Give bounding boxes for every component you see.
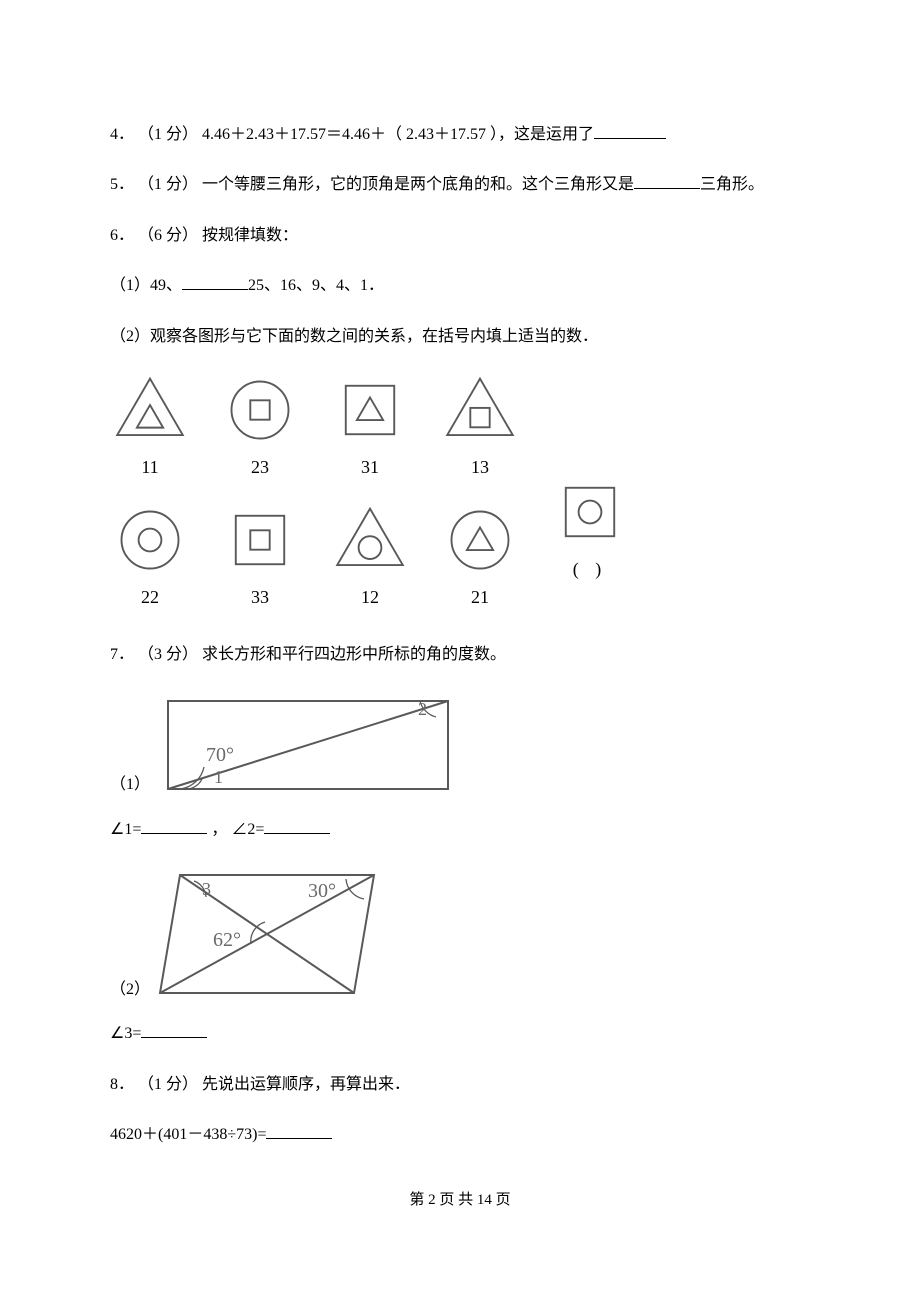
q7-fig1: （1） 70° 1 2 bbox=[110, 691, 810, 801]
q4-blank[interactable] bbox=[594, 122, 666, 139]
q7-title: 求长方形和平行四边形中所标的角的度数。 bbox=[202, 646, 506, 663]
q4-expr: 4.46＋2.43＋17.57＝4.46＋（ 2.43＋17.57 ），这是运用… bbox=[202, 126, 594, 143]
q6-fig-row-2: 22 33 12 21 ( ) bbox=[110, 502, 810, 614]
q6-label: 6． bbox=[110, 227, 134, 244]
q6-title: 按规律填数： bbox=[202, 227, 298, 244]
pattern-figure: 21 bbox=[440, 502, 520, 614]
svg-text:3: 3 bbox=[202, 879, 211, 899]
q8-blank[interactable] bbox=[266, 1122, 332, 1139]
q7-ans1-blank-b[interactable] bbox=[264, 817, 330, 834]
q7-ans1-sep: ， bbox=[211, 821, 227, 838]
pattern-figure: 11 bbox=[110, 372, 190, 484]
q6-points: （6 分） bbox=[138, 227, 198, 244]
svg-text:70°: 70° bbox=[206, 744, 234, 766]
svg-text:62°: 62° bbox=[213, 929, 241, 951]
pattern-figure: 13 bbox=[440, 372, 520, 484]
pattern-number: 21 bbox=[471, 580, 489, 614]
q8-expr-line: 4620＋(401－438÷73)= bbox=[110, 1120, 810, 1150]
q7-ans2-blank[interactable] bbox=[141, 1021, 207, 1038]
parallelogram-diagram: 3 30° 62° bbox=[158, 865, 398, 1005]
q7-label: 7． bbox=[110, 646, 134, 663]
pattern-figure: 33 bbox=[220, 502, 300, 614]
question-6: 6． （6 分） 按规律填数： bbox=[110, 221, 810, 251]
q6-part1: （1）49、 25、16、9、4、1． bbox=[110, 271, 810, 301]
q7-ans2: ∠3= bbox=[110, 1019, 810, 1049]
q8-points: （1 分） bbox=[138, 1076, 198, 1093]
q5-before: 一个等腰三角形，它的顶角是两个底角的和。这个三角形又是 bbox=[202, 176, 634, 193]
question-5: 5． （1 分） 一个等腰三角形，它的顶角是两个底角的和。这个三角形又是 三角形。 bbox=[110, 170, 810, 200]
q7-ans2-label: ∠3= bbox=[110, 1025, 141, 1042]
q6-fig-row-1: 11 23 31 13 bbox=[110, 372, 810, 484]
pattern-figure: ( ) bbox=[550, 474, 630, 586]
q8-label: 8． bbox=[110, 1076, 134, 1093]
q7-ans1-a: ∠1= bbox=[110, 821, 141, 838]
q7-ans1-blank-a[interactable] bbox=[141, 817, 207, 834]
q7-ans1: ∠1= ， ∠2= bbox=[110, 815, 810, 845]
q8-title: 先说出运算顺序，再算出来． bbox=[202, 1076, 410, 1093]
q6-p1-before: （1）49、 bbox=[110, 277, 182, 294]
q6-part2-text: （2）观察各图形与它下面的数之间的关系，在括号内填上适当的数． bbox=[110, 322, 810, 352]
pattern-figure: 23 bbox=[220, 372, 300, 484]
pattern-blank[interactable]: ( ) bbox=[573, 552, 608, 586]
q7-fig2: （2） 3 30° 62° bbox=[110, 865, 810, 1005]
q5-label: 5． bbox=[110, 176, 134, 193]
pattern-figure: 12 bbox=[330, 502, 410, 614]
q5-after: 三角形。 bbox=[700, 176, 764, 193]
svg-text:1: 1 bbox=[214, 767, 223, 787]
pattern-figure: 22 bbox=[110, 502, 190, 614]
pattern-number: 12 bbox=[361, 580, 379, 614]
q7-p1-label: （1） bbox=[110, 770, 150, 800]
q7-ans1-b: ∠2= bbox=[231, 821, 264, 838]
svg-text:30°: 30° bbox=[308, 880, 336, 902]
q6-p1-blank[interactable] bbox=[182, 273, 248, 290]
pattern-number: 23 bbox=[251, 450, 269, 484]
q6-p2: （2）观察各图形与它下面的数之间的关系，在括号内填上适当的数． bbox=[110, 328, 598, 345]
rectangle-diagram: 70° 1 2 bbox=[158, 691, 458, 801]
question-4: 4． （1 分） 4.46＋2.43＋17.57＝4.46＋（ 2.43＋17.… bbox=[110, 120, 810, 150]
question-7: 7． （3 分） 求长方形和平行四边形中所标的角的度数。 bbox=[110, 640, 810, 670]
pattern-number: 13 bbox=[471, 450, 489, 484]
q6-p1-after: 25、16、9、4、1． bbox=[248, 277, 384, 294]
q7-p2-label: （2） bbox=[110, 975, 150, 1005]
pattern-figure: 31 bbox=[330, 372, 410, 484]
q5-blank[interactable] bbox=[634, 172, 700, 189]
page-footer: 第 2 页 共 14 页 bbox=[110, 1186, 810, 1215]
svg-text:2: 2 bbox=[418, 699, 427, 719]
q4-points: （1 分） bbox=[138, 126, 198, 143]
pattern-number: 33 bbox=[251, 580, 269, 614]
q4-label: 4． bbox=[110, 126, 134, 143]
question-8: 8． （1 分） 先说出运算顺序，再算出来． bbox=[110, 1070, 810, 1100]
q8-expr: 4620＋(401－438÷73)= bbox=[110, 1126, 266, 1143]
pattern-number: 11 bbox=[141, 450, 158, 484]
q5-points: （1 分） bbox=[138, 176, 198, 193]
q7-points: （3 分） bbox=[138, 646, 198, 663]
pattern-number: 22 bbox=[141, 580, 159, 614]
pattern-number: 31 bbox=[361, 450, 379, 484]
